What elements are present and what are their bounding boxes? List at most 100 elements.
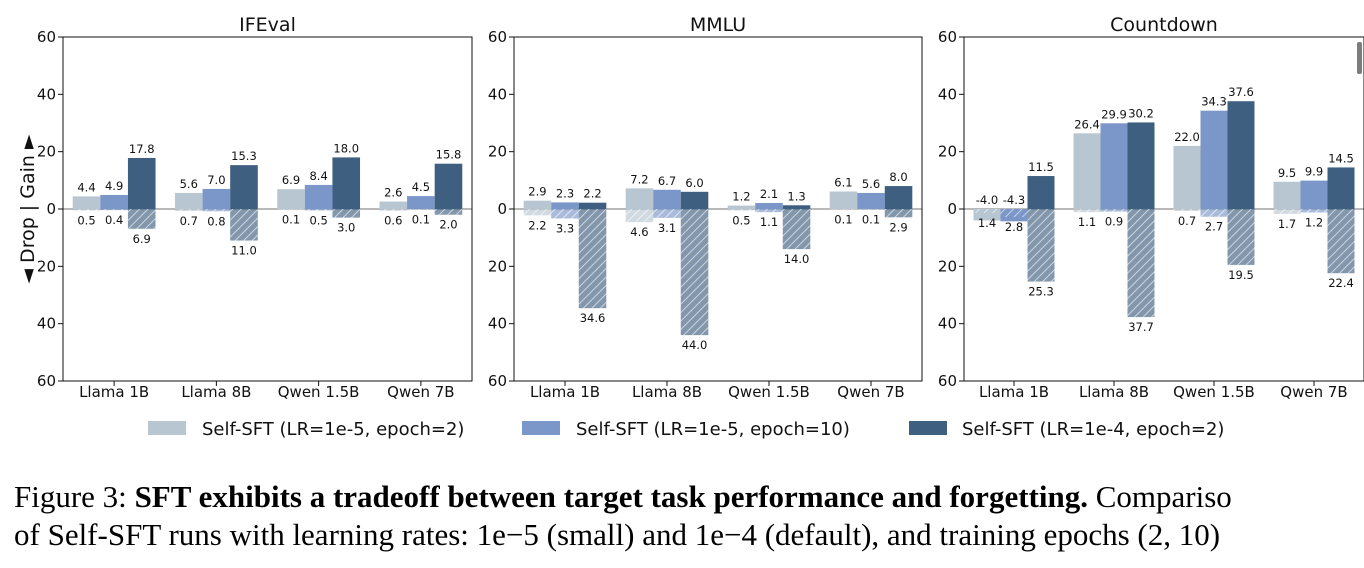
drop-value-label: 0.7 xyxy=(1178,214,1196,228)
gain-bar xyxy=(625,188,654,209)
legend-swatch xyxy=(909,421,947,435)
drop-bar-hatch xyxy=(202,209,231,212)
y-tick-label: 0 xyxy=(497,200,507,218)
gain-bar xyxy=(127,157,156,209)
x-tick-label: Qwen 7B xyxy=(1280,383,1347,401)
drop-bar-hatch xyxy=(332,209,361,218)
panel-title: MMLU xyxy=(690,14,746,36)
caption-line-1: Figure 3: SFT exhibits a tradeoff betwee… xyxy=(14,478,1364,516)
panel-mmlu: MMLU 60 40 20 0 20 40 60 2.9 2.2 2.3 3.3 2.2 34.6 Llam… xyxy=(488,14,923,401)
drop-bar-hatch xyxy=(100,209,128,211)
x-tick-label: Llama 1B xyxy=(530,383,600,401)
drop-value-label: 11.0 xyxy=(231,244,257,258)
caption-bold-text: SFT exhibits a tradeoff between target t… xyxy=(134,479,1088,514)
gain-value-label: -4.0 xyxy=(976,193,998,207)
gain-value-label: 1.2 xyxy=(732,190,750,204)
gain-value-label: 5.6 xyxy=(180,177,198,191)
drop-value-label: 2.2 xyxy=(528,218,546,232)
gain-value-label: 37.6 xyxy=(1228,85,1254,99)
gain-bar xyxy=(973,209,1001,221)
plot-frame xyxy=(62,36,473,382)
drop-value-label: 0.4 xyxy=(105,213,123,227)
drop-value-label: 0.1 xyxy=(282,212,300,226)
gain-bar xyxy=(755,202,783,209)
gain-value-label: 1.3 xyxy=(787,189,805,203)
gain-bar xyxy=(727,205,756,209)
gain-value-label: 22.0 xyxy=(1174,130,1200,144)
y-tick-label: 60 xyxy=(37,28,56,46)
y-tick-label: 60 xyxy=(488,372,507,390)
x-tick-label: Qwen 1.5B xyxy=(728,383,810,401)
gain-bar xyxy=(680,191,709,209)
drop-bar-hatch xyxy=(653,209,681,218)
gain-value-label: 9.5 xyxy=(1278,166,1296,180)
drop-value-label: 3.1 xyxy=(658,221,676,235)
gain-value-label: 4.5 xyxy=(412,180,430,194)
gain-bar xyxy=(100,194,128,209)
gain-bar xyxy=(1073,133,1101,209)
y-tick-label: 40 xyxy=(37,315,56,333)
drop-value-label: 34.6 xyxy=(580,311,606,325)
drop-value-label: 3.3 xyxy=(556,221,574,235)
gain-bar xyxy=(884,186,913,209)
gain-bar xyxy=(434,163,463,209)
y-tick-label: 60 xyxy=(488,28,507,46)
gain-value-label: 30.2 xyxy=(1128,106,1154,120)
gain-bar xyxy=(230,165,258,209)
gain-value-label: 8.0 xyxy=(889,170,907,184)
gain-value-label: 2.1 xyxy=(760,187,778,201)
gain-value-label: 2.2 xyxy=(583,187,601,201)
drop-value-label: 0.9 xyxy=(1105,215,1123,229)
y-tick-label: 60 xyxy=(37,372,56,390)
gain-value-label: 6.1 xyxy=(834,176,852,190)
drop-value-label: 22.4 xyxy=(1328,276,1354,290)
gain-value-label: 6.9 xyxy=(282,173,300,187)
gain-value-label: 6.7 xyxy=(658,174,676,188)
legend-label: Self-SFT (LR=1e-5, epoch=2) xyxy=(202,419,464,440)
drop-bar-hatch xyxy=(174,209,203,212)
drop-bar-hatch xyxy=(1200,209,1228,217)
drop-value-label: 0.7 xyxy=(180,214,198,228)
scrollbar-thumb[interactable] xyxy=(1357,42,1362,74)
x-tick-label: Llama 8B xyxy=(1079,383,1149,401)
gain-bar xyxy=(1300,180,1328,209)
gain-bar xyxy=(653,189,681,209)
legend-label: Self-SFT (LR=1e-5, epoch=10) xyxy=(576,419,850,440)
plot-frame xyxy=(963,36,1364,382)
drop-value-label: 2.7 xyxy=(1205,220,1223,234)
drop-value-label: 0.5 xyxy=(732,213,750,227)
drop-value-label: 2.9 xyxy=(889,220,907,234)
drop-bar-hatch xyxy=(127,209,156,229)
drop-value-label: 1.1 xyxy=(760,215,778,229)
gain-value-label: 26.4 xyxy=(1074,117,1100,131)
y-tick-label: 20 xyxy=(488,257,507,275)
gain-bar xyxy=(1027,176,1055,209)
drop-bar-hatch xyxy=(1027,209,1055,282)
gain-value-label: -4.3 xyxy=(1003,193,1025,207)
gain-value-label: 15.3 xyxy=(231,149,257,163)
drop-value-label: 2.8 xyxy=(1005,220,1023,234)
x-tick-label: Qwen 7B xyxy=(387,383,454,401)
gain-value-label: 11.5 xyxy=(1028,160,1054,174)
drop-bar-hatch xyxy=(230,209,258,241)
gain-bar xyxy=(332,157,361,209)
gain-value-label: 8.4 xyxy=(309,169,327,183)
x-tick-label: Llama 8B xyxy=(632,383,702,401)
x-tick-label: Llama 1B xyxy=(79,383,149,401)
gain-bar xyxy=(829,191,858,209)
drop-value-label: 37.7 xyxy=(1128,320,1154,334)
drop-value-label: 1.4 xyxy=(978,216,996,230)
y-tick-label: 40 xyxy=(488,315,507,333)
drop-value-label: 1.1 xyxy=(1078,215,1096,229)
drop-value-label: 4.6 xyxy=(630,225,648,239)
drop-bar-hatch xyxy=(1073,209,1101,213)
drop-value-label: 19.5 xyxy=(1228,268,1254,282)
legend: Self-SFT (LR=1e-5, epoch=2) Self-SFT (LR=… xyxy=(148,419,1224,440)
gain-bar xyxy=(379,201,408,209)
gain-bar xyxy=(857,192,885,209)
legend-label: Self-SFT (LR=1e-4, epoch=2) xyxy=(962,419,1224,440)
x-tick-label: Qwen 1.5B xyxy=(278,383,360,401)
drop-bar-hatch xyxy=(1173,209,1201,212)
gain-bar xyxy=(407,196,435,209)
gain-value-label: 7.2 xyxy=(630,172,648,186)
